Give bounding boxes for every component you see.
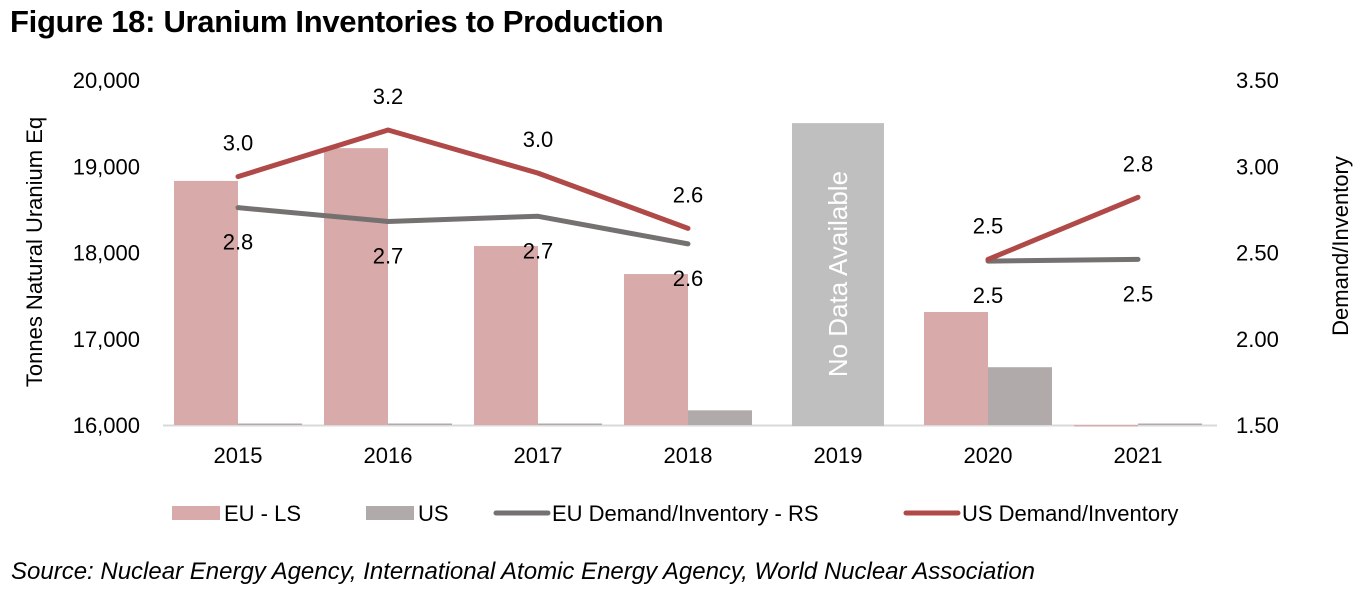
bar-eu bbox=[1074, 425, 1138, 427]
y-axis-title: Tonnes Natural Uranium Eq bbox=[22, 117, 47, 387]
bar-eu bbox=[624, 274, 688, 425]
data-label-us: 3.0 bbox=[223, 131, 254, 156]
x-tick-label: 2018 bbox=[664, 443, 713, 468]
bar-us bbox=[1138, 423, 1202, 425]
bar-us bbox=[538, 423, 602, 425]
x-tick-label: 2019 bbox=[814, 443, 863, 468]
legend: EU - LS US EU Demand/Inventory - RS US Dema… bbox=[172, 501, 1178, 526]
y-tick-label: 19,000 bbox=[73, 154, 140, 179]
figure-title: Figure 18: Uranium Inventories to Produc… bbox=[10, 4, 664, 39]
y2-tick-label: 2.50 bbox=[1236, 241, 1279, 266]
x-tick-label: 2020 bbox=[964, 443, 1013, 468]
bar-us bbox=[238, 423, 302, 425]
y-tick-label: 20,000 bbox=[73, 68, 140, 93]
no-data-label: No Data Available bbox=[823, 171, 853, 377]
x-tick-label: 2017 bbox=[514, 443, 563, 468]
legend-item-eu: EU - LS bbox=[172, 501, 301, 526]
bar-eu bbox=[474, 246, 538, 425]
line-eu-demand-inventory bbox=[235, 205, 691, 247]
legend-swatch bbox=[366, 506, 414, 520]
bar-eu bbox=[324, 148, 388, 425]
y2-tick-label: 2.00 bbox=[1236, 327, 1279, 352]
y-tick-label: 18,000 bbox=[73, 241, 140, 266]
source-note: Source: Nuclear Energy Agency, Internati… bbox=[11, 558, 1036, 585]
data-label-eu: 2.5 bbox=[1123, 281, 1154, 306]
x-tick-label: 2016 bbox=[364, 443, 413, 468]
line-us-demand-inventory bbox=[985, 194, 1141, 262]
data-label-us: 2.5 bbox=[973, 213, 1004, 238]
data-label-us: 3.0 bbox=[523, 127, 554, 152]
legend-label: EU - LS bbox=[224, 501, 301, 526]
legend-label: US bbox=[418, 501, 449, 526]
data-label-us: 2.8 bbox=[1123, 151, 1154, 176]
y2-tick-label: 3.50 bbox=[1236, 68, 1279, 93]
y2-tick-label: 1.50 bbox=[1236, 413, 1279, 438]
bar-us bbox=[388, 423, 452, 425]
bar-eu bbox=[924, 312, 988, 425]
bar-eu bbox=[174, 180, 238, 425]
y-tick-label: 16,000 bbox=[73, 413, 140, 438]
legend-label: EU Demand/Inventory - RS bbox=[552, 501, 819, 526]
legend-swatch bbox=[172, 506, 220, 520]
legend-item-eu-line: EU Demand/Inventory - RS bbox=[493, 501, 819, 526]
legend-item-us-line: US Demand/Inventory bbox=[903, 501, 1178, 526]
y-tick-label: 17,000 bbox=[73, 327, 140, 352]
no-data-bar bbox=[792, 123, 884, 426]
bar-us bbox=[988, 367, 1052, 425]
data-label-eu: 2.7 bbox=[523, 238, 554, 263]
line-eu-demand-inventory bbox=[985, 256, 1141, 264]
data-label-eu: 2.5 bbox=[973, 283, 1004, 308]
legend-item-us: US bbox=[366, 501, 449, 526]
y2-axis-title: Demand/Inventory bbox=[1328, 156, 1353, 336]
data-label-eu: 2.8 bbox=[223, 230, 254, 255]
data-label-us: 2.6 bbox=[673, 182, 704, 207]
bar-us bbox=[688, 410, 752, 425]
data-label-eu: 2.6 bbox=[673, 266, 704, 291]
y2-tick-label: 3.00 bbox=[1236, 154, 1279, 179]
data-label-eu: 2.7 bbox=[373, 243, 404, 268]
data-label-us: 3.2 bbox=[373, 84, 404, 109]
line-us-demand-inventory bbox=[235, 127, 691, 231]
legend-label: US Demand/Inventory bbox=[962, 501, 1178, 526]
x-tick-label: 2021 bbox=[1114, 443, 1163, 468]
x-tick-label: 2015 bbox=[214, 443, 263, 468]
